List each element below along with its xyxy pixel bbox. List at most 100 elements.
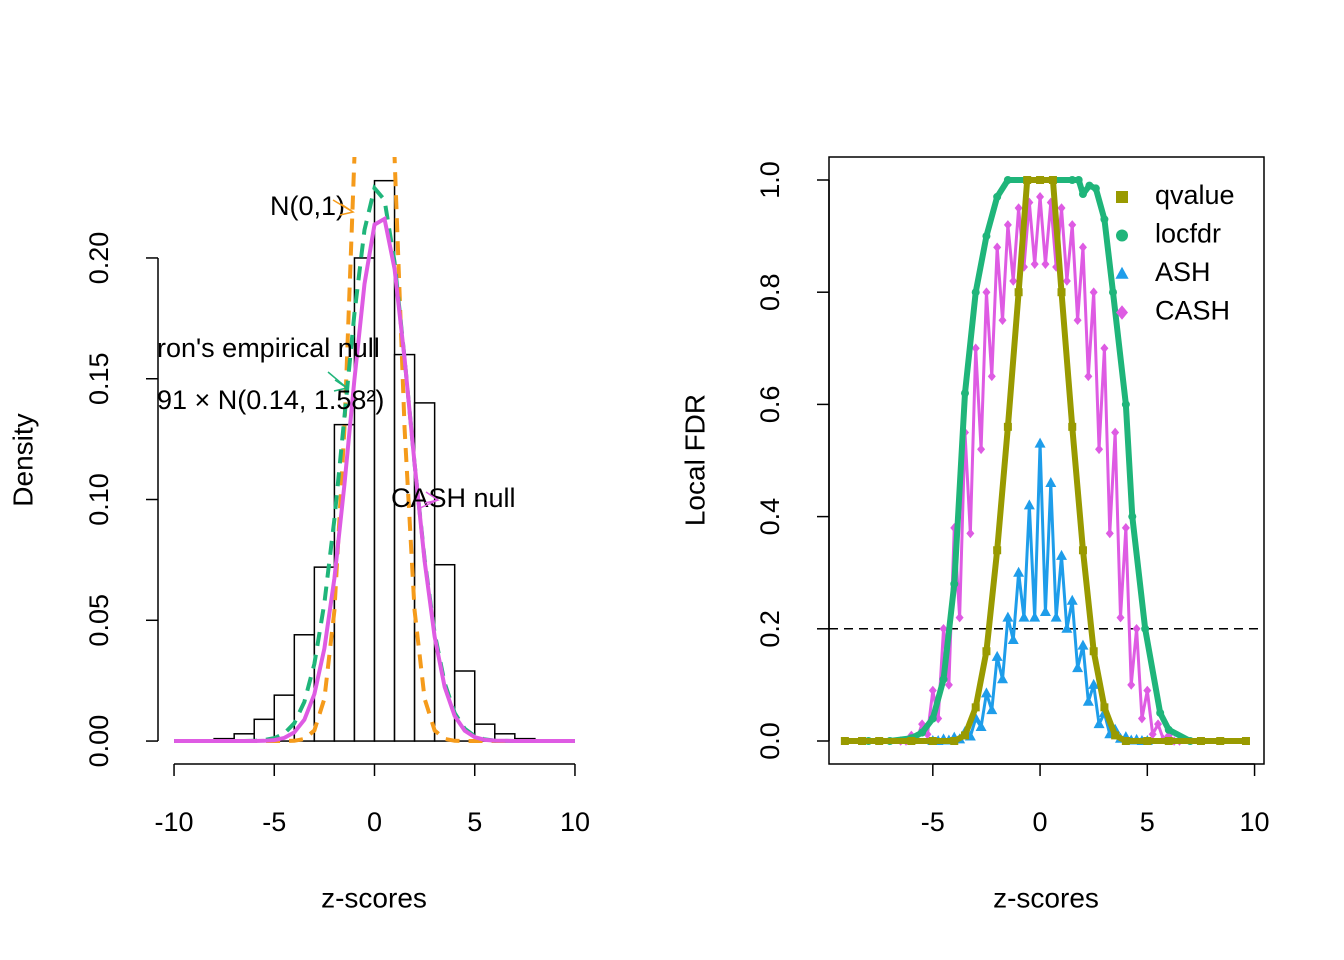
marker — [977, 444, 986, 455]
marker — [1066, 594, 1078, 605]
annotation-arrowhead — [424, 491, 440, 504]
marker — [950, 579, 959, 588]
marker — [1121, 523, 1130, 533]
marker — [1041, 259, 1050, 269]
marker — [1023, 176, 1032, 185]
marker — [1164, 736, 1173, 745]
marker — [1137, 713, 1146, 724]
y-tick-label: 0.20 — [84, 232, 114, 285]
marker — [966, 528, 975, 539]
legend-label: qvalue — [1155, 180, 1235, 210]
legend-label: locfdr — [1155, 219, 1221, 249]
x-tick-label: -5 — [921, 807, 945, 837]
marker — [939, 623, 948, 634]
marker — [1084, 371, 1093, 382]
marker — [982, 287, 991, 298]
y-tick-label: 0.8 — [755, 273, 785, 311]
marker — [1095, 444, 1104, 455]
marker — [918, 728, 927, 737]
marker — [1111, 731, 1120, 740]
marker — [1061, 622, 1073, 633]
marker — [1089, 287, 1098, 298]
marker — [1057, 288, 1066, 297]
marker — [1143, 736, 1152, 745]
marker — [1100, 703, 1109, 712]
annotation: 91 × N(0.14, 1.58²) — [157, 385, 384, 415]
x-axis-label: z-scores — [321, 882, 427, 913]
marker — [987, 371, 996, 382]
marker — [928, 685, 937, 696]
x-tick-label: 0 — [367, 807, 382, 837]
plot-area — [829, 176, 1264, 746]
marker — [1121, 736, 1130, 745]
y-tick-label: 0.10 — [84, 473, 114, 526]
marker — [928, 714, 937, 723]
y-tick-label: 0.15 — [84, 352, 114, 405]
marker — [858, 736, 867, 745]
marker — [1003, 176, 1012, 185]
marker — [1029, 611, 1041, 622]
marker — [1156, 708, 1165, 717]
marker — [1085, 181, 1094, 190]
marker — [1009, 276, 1018, 286]
marker — [1082, 695, 1094, 706]
marker — [1127, 680, 1136, 690]
marker — [1048, 176, 1057, 185]
marker — [1045, 476, 1057, 487]
marker — [1056, 549, 1068, 560]
marker — [1068, 422, 1077, 431]
x-tick-label: 10 — [1240, 807, 1270, 837]
y-axis-label: Density — [7, 413, 38, 506]
marker — [1039, 605, 1051, 616]
marker — [1078, 190, 1087, 199]
marker — [1003, 422, 1012, 431]
legend-label: CASH — [1155, 296, 1230, 326]
marker — [1073, 315, 1082, 326]
marker — [1078, 242, 1087, 253]
marker — [1013, 566, 1025, 577]
marker — [1154, 719, 1163, 729]
marker — [1143, 685, 1152, 696]
marker — [1072, 662, 1084, 673]
marker — [971, 703, 980, 712]
marker — [1100, 215, 1109, 224]
marker — [960, 389, 969, 398]
x-tick-label: 5 — [467, 807, 482, 837]
marker — [1089, 647, 1098, 656]
marker — [1074, 176, 1083, 185]
y-tick-label: 0.0 — [755, 722, 785, 760]
marker — [1141, 624, 1150, 633]
marker — [1116, 191, 1128, 203]
marker — [971, 288, 980, 297]
marker — [1148, 729, 1157, 740]
marker — [980, 687, 992, 698]
marker — [960, 731, 969, 740]
marker — [1164, 725, 1173, 734]
density-curve — [174, 215, 575, 744]
marker — [986, 704, 998, 715]
annotation: ron's empirical null — [157, 333, 380, 363]
marker — [1036, 176, 1045, 185]
y-tick-label: 1.0 — [755, 161, 785, 199]
marker — [1057, 203, 1066, 213]
marker — [1078, 546, 1087, 555]
x-tick-label: 10 — [560, 807, 590, 837]
marker — [1100, 343, 1109, 354]
y-tick-label: 0.6 — [755, 386, 785, 424]
y-tick-label: 0.4 — [755, 498, 785, 536]
marker — [1115, 266, 1129, 279]
marker — [1093, 718, 1105, 729]
marker — [1077, 639, 1089, 650]
marker — [991, 650, 1003, 661]
marker — [875, 736, 884, 745]
marker — [1007, 634, 1019, 645]
plot-area: N(0,1) ron's empirical null 91 × N(0.14, 1… — [157, 157, 575, 744]
y-axis-label: Local FDR — [679, 394, 710, 526]
marker — [1128, 512, 1137, 521]
marker — [939, 675, 948, 684]
y-tick-label: 0.00 — [84, 715, 114, 768]
marker — [1216, 736, 1225, 745]
marker — [998, 315, 1007, 326]
